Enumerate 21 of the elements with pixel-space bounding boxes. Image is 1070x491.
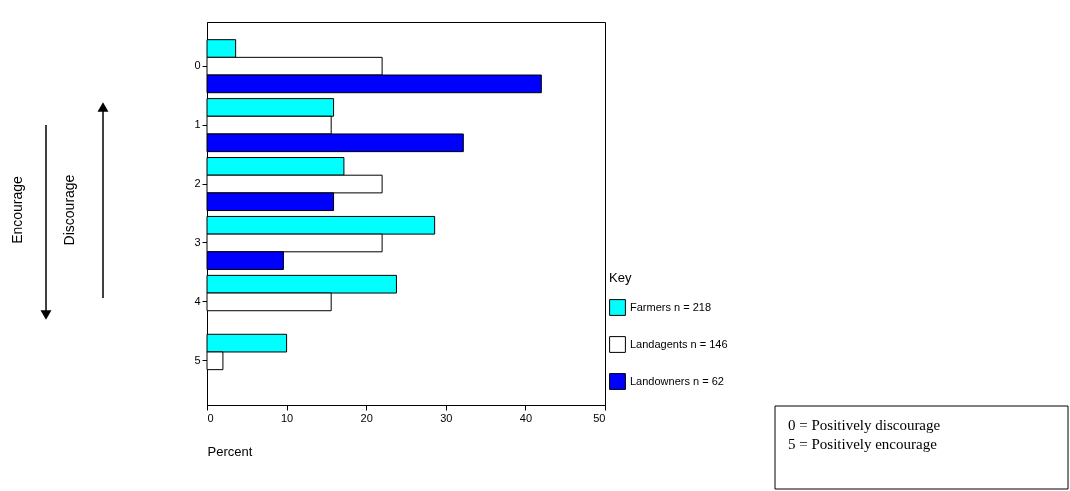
y-tick-label: 2: [194, 177, 201, 190]
legend-title: Key: [609, 270, 632, 285]
legend-label: Landagents n = 146: [630, 337, 728, 350]
x-tick-label: 10: [280, 411, 294, 424]
legend-label: Landowners n = 62: [630, 374, 724, 387]
x-tick-label: 30: [440, 411, 453, 424]
y-tick-label: 4: [194, 294, 201, 307]
y-tick-label: 5: [194, 353, 201, 366]
x-axis-title: Percent: [207, 443, 253, 459]
x-tick-label: 20: [360, 411, 373, 424]
text: 0 = Positively discourage: [788, 417, 941, 433]
y-tick-label: 1: [194, 118, 201, 131]
text: Discourage: [61, 174, 77, 246]
legend-label: Farmers n = 218: [630, 300, 712, 313]
y-tick-label: 3: [194, 235, 201, 248]
x-tick-label: 0: [207, 411, 214, 424]
text: Encourage: [9, 175, 25, 244]
x-tick-label: 50: [593, 411, 606, 424]
y-tick-label: 0: [194, 59, 201, 72]
x-tick-label: 40: [519, 411, 533, 424]
text: 5 = Positively encourage: [788, 436, 938, 452]
